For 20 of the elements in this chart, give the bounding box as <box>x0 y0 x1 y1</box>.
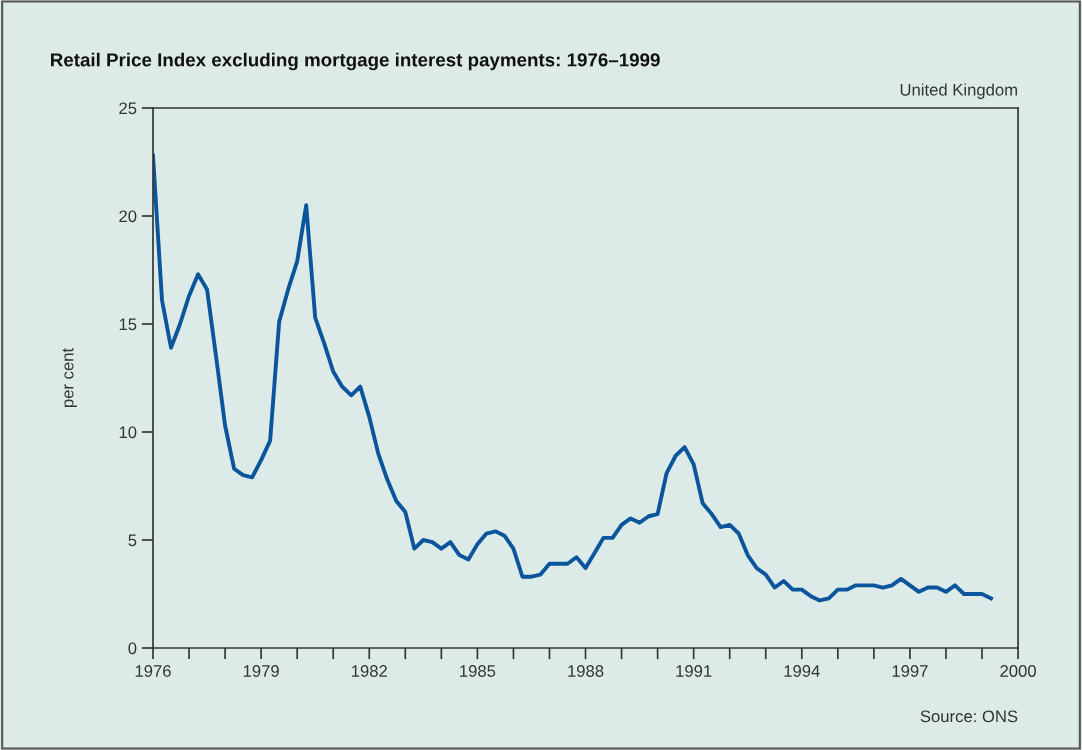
x-tick-label: 1997 <box>892 665 928 677</box>
chart-title: Retail Price Index excluding mortgage interest payments: 1976–1999 <box>51 52 660 71</box>
y-tick-label: 20 <box>119 210 137 223</box>
x-tick-label: 1976 <box>135 665 171 677</box>
y-tick-label: 15 <box>119 318 137 331</box>
line-series <box>152 153 993 603</box>
x-tick-label: 1985 <box>460 665 496 677</box>
y-tick-label: 25 <box>119 102 137 115</box>
source-note: Source: ONS <box>920 710 1018 723</box>
x-tick-label: 1982 <box>351 665 387 677</box>
x-tick-label: 1979 <box>243 665 279 677</box>
x-tick-label: 2000 <box>1000 665 1036 677</box>
x-tick-label: 1988 <box>568 665 604 677</box>
y-tick-label: 0 <box>128 642 137 655</box>
y-tick-label: 10 <box>119 426 137 439</box>
x-tick-label: 1991 <box>676 665 712 677</box>
x-tick-label: 1994 <box>784 665 820 677</box>
y-axis-title: per cent <box>62 348 77 408</box>
y-tick-label: 5 <box>128 534 137 547</box>
text: United Kingdom <box>900 83 1017 99</box>
